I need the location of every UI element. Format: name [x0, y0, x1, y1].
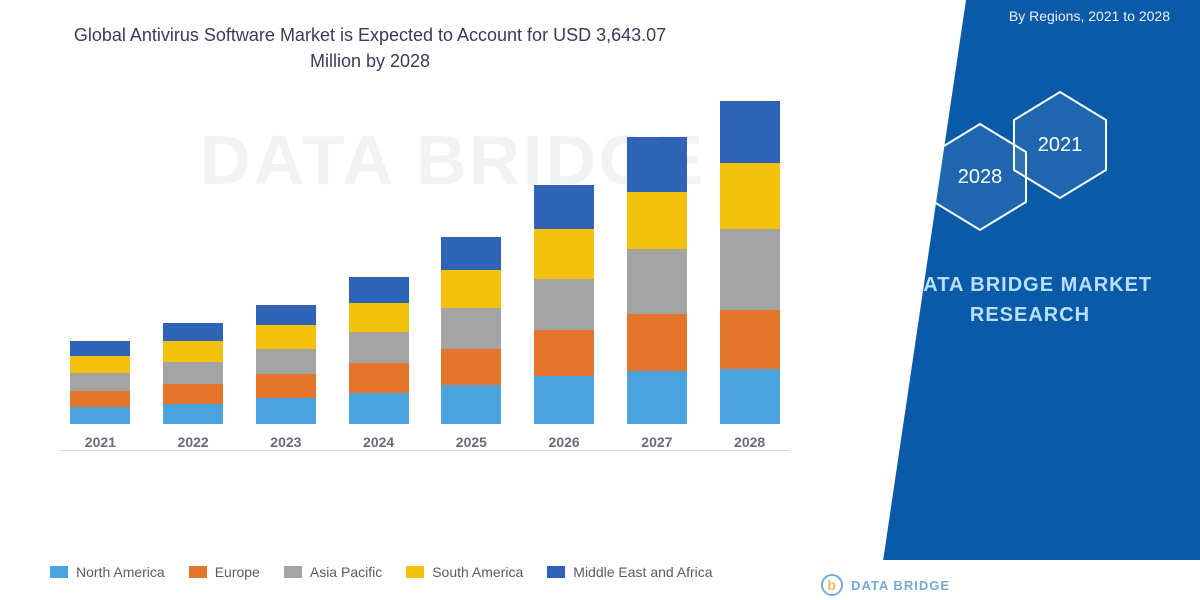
bar-segment — [441, 349, 501, 386]
bar-segment — [534, 330, 594, 376]
stacked-bar-chart: 2021 2022 2023 2024 2025 2026 2027 2028 — [60, 110, 790, 480]
bar-column: 2021 — [66, 341, 135, 450]
x-axis-label: 2025 — [456, 434, 487, 450]
bar-segment — [720, 369, 780, 424]
bar-segment — [256, 398, 316, 424]
legend-item: Europe — [189, 564, 260, 580]
bar-segment — [441, 237, 501, 270]
bar-segment — [349, 393, 409, 424]
bar-segment — [627, 371, 687, 424]
bar-segment — [534, 376, 594, 424]
bar-stack — [349, 277, 409, 424]
right-panel: By Regions, 2021 to 2028 2021 2028 DATA … — [840, 0, 1200, 560]
bar-segment — [720, 101, 780, 163]
legend-swatch — [284, 566, 302, 578]
bar-segment — [163, 404, 223, 424]
bar-column: 2023 — [252, 305, 321, 450]
page-title: Global Antivirus Software Market is Expe… — [60, 22, 680, 74]
legend-item: South America — [406, 564, 523, 580]
legend-swatch — [547, 566, 565, 578]
legend-label: Europe — [215, 564, 260, 580]
legend-label: Middle East and Africa — [573, 564, 712, 580]
footer-logo-icon: b — [821, 574, 843, 596]
hex-year-front: 2028 — [930, 122, 1030, 232]
right-subtitle: By Regions, 2021 to 2028 — [1009, 8, 1170, 24]
x-axis-label: 2022 — [178, 434, 209, 450]
brand-line-2: RESEARCH — [970, 304, 1090, 326]
legend-item: North America — [50, 564, 165, 580]
bar-stack — [627, 137, 687, 424]
hex-front-label: 2028 — [958, 166, 1003, 189]
legend-swatch — [50, 566, 68, 578]
x-axis-line — [60, 450, 790, 451]
bar-column: 2022 — [159, 323, 228, 450]
bar-segment — [627, 314, 687, 371]
x-axis-label: 2021 — [85, 434, 116, 450]
bar-segment — [163, 362, 223, 384]
hex-year-group: 2021 2028 — [910, 90, 1140, 250]
bar-segment — [627, 249, 687, 313]
bar-segment — [163, 384, 223, 404]
bar-segment — [163, 323, 223, 341]
x-axis-label: 2028 — [734, 434, 765, 450]
x-axis-label: 2023 — [270, 434, 301, 450]
hex-back-label: 2021 — [1038, 134, 1083, 157]
legend-item: Middle East and Africa — [547, 564, 712, 580]
footer-brand: b DATA BRIDGE — [821, 574, 950, 596]
bar-segment — [349, 303, 409, 332]
bar-segment — [256, 349, 316, 375]
chart-legend: North America Europe Asia Pacific South Ame… — [50, 564, 810, 580]
footer-brand-text: DATA BRIDGE — [851, 578, 950, 593]
legend-swatch — [189, 566, 207, 578]
legend-item: Asia Pacific — [284, 564, 382, 580]
legend-label: North America — [76, 564, 165, 580]
legend-label: Asia Pacific — [310, 564, 382, 580]
legend-swatch — [406, 566, 424, 578]
bar-segment — [70, 407, 130, 424]
bar-stack — [720, 101, 780, 424]
bar-segment — [720, 229, 780, 310]
bar-column: 2024 — [344, 277, 413, 450]
bar-stack — [163, 323, 223, 424]
bar-segment — [720, 163, 780, 229]
bar-column: 2027 — [623, 137, 692, 450]
bar-segment — [70, 356, 130, 373]
bar-segment — [627, 137, 687, 192]
bar-segment — [534, 185, 594, 229]
x-axis-label: 2024 — [363, 434, 394, 450]
brand-line-1: DATA BRIDGE MARKET — [908, 274, 1152, 296]
bar-segment — [720, 310, 780, 369]
infographic-root: DATA BRIDGE Global Antivirus Software Ma… — [0, 0, 1200, 600]
bar-segment — [256, 305, 316, 325]
legend-label: South America — [432, 564, 523, 580]
bar-segment — [256, 325, 316, 349]
bar-segment — [70, 391, 130, 408]
right-brand-text: DATA BRIDGE MARKET RESEARCH — [900, 270, 1160, 330]
bar-segment — [256, 374, 316, 398]
bar-segment — [163, 341, 223, 361]
bar-segment — [534, 279, 594, 330]
bar-segment — [349, 363, 409, 392]
bar-stack — [441, 237, 501, 424]
bar-segment — [70, 373, 130, 391]
bar-column: 2028 — [715, 101, 784, 450]
bar-stack — [70, 341, 130, 424]
bar-segment — [441, 308, 501, 348]
bar-segment — [534, 229, 594, 279]
bar-segment — [441, 270, 501, 309]
bar-segment — [627, 192, 687, 249]
bar-stack — [256, 305, 316, 424]
bar-segment — [70, 341, 130, 356]
bars-container: 2021 2022 2023 2024 2025 2026 2027 2028 — [60, 110, 790, 450]
bar-stack — [534, 185, 594, 424]
bar-segment — [441, 385, 501, 424]
x-axis-label: 2026 — [549, 434, 580, 450]
bar-column: 2026 — [530, 185, 599, 450]
bar-segment — [349, 332, 409, 363]
x-axis-label: 2027 — [641, 434, 672, 450]
bar-column: 2025 — [437, 237, 506, 450]
bar-segment — [349, 277, 409, 303]
